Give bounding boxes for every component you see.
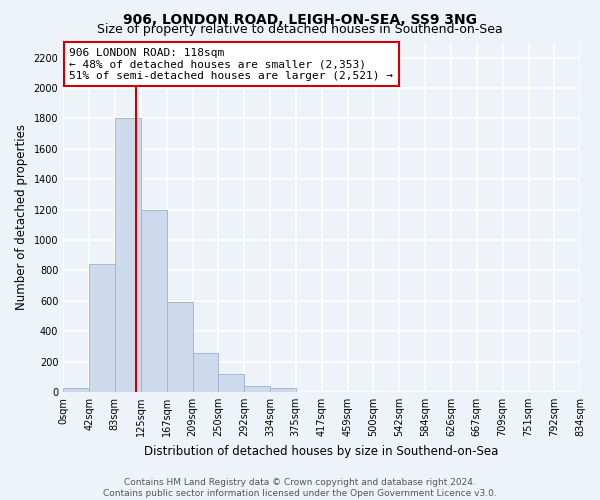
Bar [89, 264, 115, 392]
Text: Size of property relative to detached houses in Southend-on-Sea: Size of property relative to detached ho… [97, 22, 503, 36]
Bar [244, 386, 270, 392]
Text: 906, LONDON ROAD, LEIGH-ON-SEA, SS9 3NG: 906, LONDON ROAD, LEIGH-ON-SEA, SS9 3NG [123, 12, 477, 26]
Bar [193, 353, 218, 392]
Bar [218, 374, 244, 392]
Y-axis label: Number of detached properties: Number of detached properties [15, 124, 28, 310]
Bar [270, 388, 296, 392]
Text: 906 LONDON ROAD: 118sqm
← 48% of detached houses are smaller (2,353)
51% of semi: 906 LONDON ROAD: 118sqm ← 48% of detache… [70, 48, 394, 81]
Bar [140, 210, 167, 392]
Bar [115, 118, 140, 392]
Bar [167, 302, 193, 392]
Bar [63, 388, 89, 392]
Text: Contains HM Land Registry data © Crown copyright and database right 2024.
Contai: Contains HM Land Registry data © Crown c… [103, 478, 497, 498]
X-axis label: Distribution of detached houses by size in Southend-on-Sea: Distribution of detached houses by size … [145, 444, 499, 458]
